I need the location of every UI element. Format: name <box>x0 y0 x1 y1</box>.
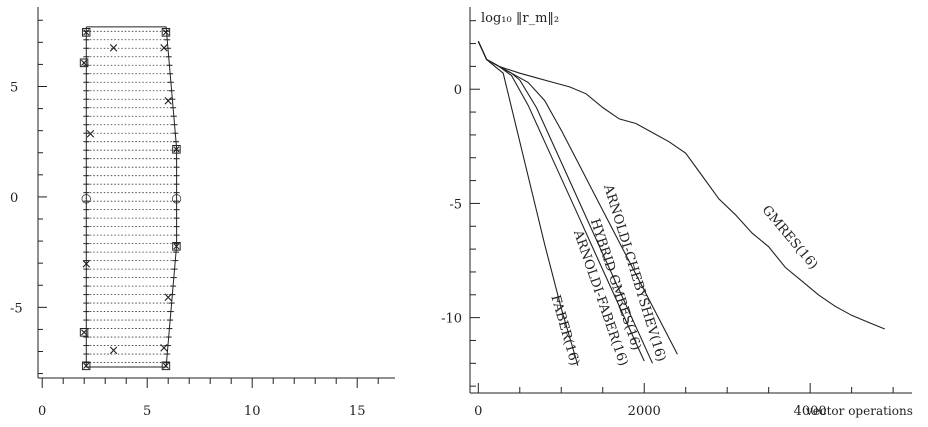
eigenvalue-marker: ⊠ <box>171 240 182 255</box>
eigenvalue-marker: ○ <box>171 191 181 205</box>
eigenvalue-marker: × <box>108 343 119 358</box>
series-line-gmres-16 <box>477 41 886 330</box>
eigenvalue-marker: × <box>85 127 96 142</box>
right-x-axis-label: vector operations <box>805 404 913 418</box>
left-x-tick-label: 15 <box>349 404 366 419</box>
right-y-tick-label: -10 <box>441 312 462 327</box>
right-x-tick-label: 2000 <box>628 404 661 419</box>
left-x-tick-label: 10 <box>244 404 261 419</box>
series-label-gmres-16: GMRES(16) <box>759 203 821 273</box>
right-x-tick-label: 0 <box>474 404 482 419</box>
eigenvalue-marker: ⊠ <box>161 25 172 40</box>
eigenvalue-marker: × <box>108 41 119 56</box>
left-y-tick-label: 0 <box>10 191 18 206</box>
eigenvalue-marker: × <box>163 94 174 109</box>
region-boundary <box>85 26 178 368</box>
eigenvalue-marker: ⊠ <box>81 25 92 40</box>
eigenvalue-marker: ⊠ <box>171 142 182 157</box>
left-x-tick-label: 0 <box>38 404 46 419</box>
eigenvalue-marker: ⊠ <box>79 56 90 71</box>
eigenvalue-marker: × <box>163 290 174 305</box>
left-x-tick-label: 5 <box>143 404 151 419</box>
right-y-axis-label: log₁₀ ‖r_m‖₂ <box>481 11 559 26</box>
eigenvalue-marker: ⊠ <box>81 359 92 374</box>
left-y-tick-label: -5 <box>10 301 23 316</box>
left-y-tick-label: 5 <box>10 81 18 96</box>
right-y-tick-label: -5 <box>449 197 462 212</box>
right-x-tick-label: 4000 <box>794 404 827 419</box>
series-line-faber-16 <box>477 41 579 366</box>
eigenvalue-marker: ⊠ <box>79 326 90 341</box>
eigenvalue-marker: × <box>81 257 92 272</box>
series-label-faber-16: FABER(16) <box>547 293 581 367</box>
eigenvalue-marker: ○ <box>81 191 91 205</box>
right-y-tick-label: 0 <box>454 83 462 98</box>
series-line-arnoldi-faber-16 <box>477 41 645 362</box>
eigenvalue-marker: × <box>159 341 170 356</box>
eigenvalue-marker: × <box>159 41 170 56</box>
eigenvalue-marker: ⊠ <box>161 359 172 374</box>
